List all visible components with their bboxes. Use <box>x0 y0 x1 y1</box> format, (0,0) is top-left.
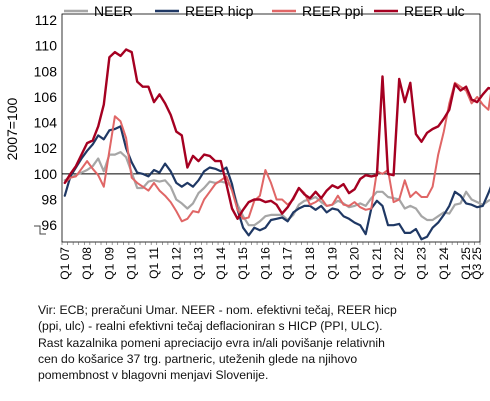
chart-note: Vir: ECB; preračuni Umar. NEER - nom. ef… <box>38 302 484 383</box>
series-line <box>63 151 490 227</box>
series-line <box>63 125 490 241</box>
y-tick-label: 106 <box>34 89 58 105</box>
x-tick-label: Q1 13 <box>192 247 206 280</box>
y-tick-label: 112 <box>35 12 58 28</box>
note-line: (ppi, ulc) - realni efektivni tečaj defl… <box>38 319 383 334</box>
y-tick-label: 102 <box>34 140 58 156</box>
x-tick-label: Q1 08 <box>80 247 94 280</box>
x-tick-label: Q1 19 <box>325 247 339 280</box>
legend-label: REER ppi <box>302 3 363 19</box>
x-tick-label: Q3 25 <box>470 247 484 280</box>
x-tick-label: Q1 21 <box>370 247 384 280</box>
x-tick-label: Q1 16 <box>258 247 272 280</box>
x-tick-label: Q1 15 <box>236 247 250 280</box>
x-tick-label: Q1 09 <box>102 247 116 280</box>
legend-label: NEER <box>94 3 133 19</box>
x-tick-label: Q1 11 <box>147 247 161 279</box>
legend-label: REER ulc <box>404 3 465 19</box>
x-tick-label: Q1 25 <box>459 247 473 280</box>
x-tick-label: Q1 10 <box>125 247 139 280</box>
plot-frame <box>61 13 481 243</box>
note-line: Vir: ECB; preračuni Umar. NEER - nom. ef… <box>38 303 397 317</box>
y-axis-break-mark <box>34 225 46 235</box>
x-tick-label: Q1 20 <box>348 247 362 280</box>
line-chart: 96 98 100 102 104 106 108 110 112 2007=100 Q1 07 Q1… <box>4 3 490 280</box>
y-tick-label: 100 <box>34 166 58 182</box>
x-tick-label: Q1 14 <box>214 247 228 280</box>
note-line: cen do košarice 37 trg. partneric, uteže… <box>38 351 358 366</box>
y-tick-label: 98 <box>41 192 57 208</box>
series-line <box>63 48 490 221</box>
y-tick-label: 110 <box>35 38 58 54</box>
x-tick-label: Q1 22 <box>392 247 406 280</box>
note-line: pomembnost v blagovni menjavi Slovenije. <box>38 368 269 383</box>
y-tick-label: 96 <box>41 217 57 233</box>
x-tick-label: Q1 12 <box>169 247 183 280</box>
y-tick-label: 108 <box>34 63 58 79</box>
x-tick-label: Q1 17 <box>281 247 295 280</box>
x-tick-label: Q1 18 <box>303 247 317 280</box>
series-line <box>63 81 490 223</box>
x-tick-label: Q1 07 <box>58 247 72 280</box>
note-line: Rast kazalnika pomeni apreciacijo evra i… <box>38 335 385 350</box>
y-tick-label: 104 <box>34 115 58 131</box>
y-axis-label: 2007=100 <box>4 97 20 160</box>
x-tick-label: Q1 23 <box>414 247 428 280</box>
legend-label: REER hicp <box>185 3 254 19</box>
x-tick-label: Q1 24 <box>437 247 451 280</box>
